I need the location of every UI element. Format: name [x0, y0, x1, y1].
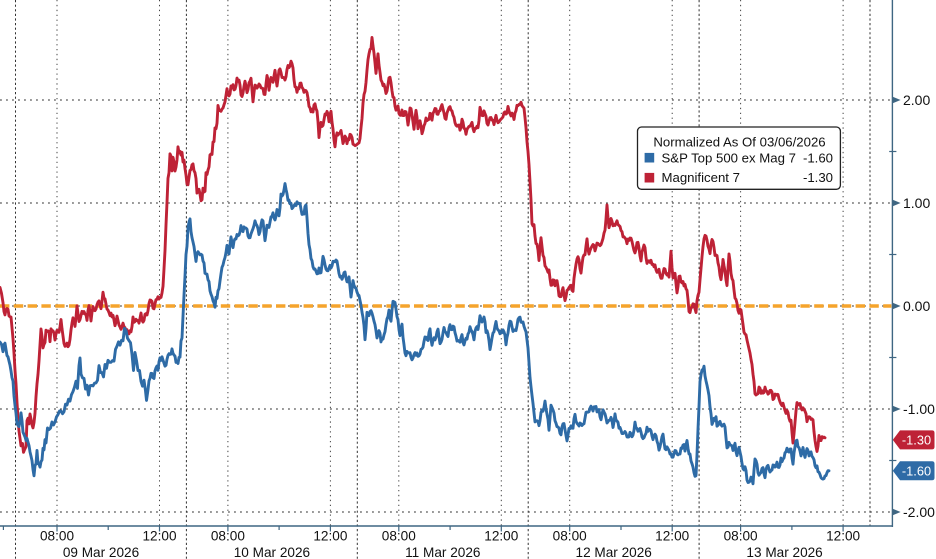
svg-text:-1.60: -1.60 [902, 463, 931, 478]
svg-text:S&P Top 500 ex Mag 7: S&P Top 500 ex Mag 7 [662, 150, 796, 165]
svg-text:-1.30: -1.30 [803, 170, 833, 185]
svg-text:10 Mar 2026: 10 Mar 2026 [234, 545, 310, 559]
svg-text:08:00: 08:00 [382, 529, 416, 544]
svg-text:-1.30: -1.30 [902, 433, 931, 448]
svg-text:11 Mar 2026: 11 Mar 2026 [405, 545, 480, 559]
svg-text:12:00: 12:00 [484, 529, 518, 544]
svg-text:12:00: 12:00 [142, 529, 176, 544]
svg-text:12:00: 12:00 [826, 529, 860, 544]
svg-text:13 Mar 2026: 13 Mar 2026 [746, 545, 822, 559]
svg-text:09 Mar 2026: 09 Mar 2026 [63, 545, 139, 559]
svg-text:08:00: 08:00 [724, 529, 758, 544]
svg-text:0.00: 0.00 [903, 298, 930, 314]
svg-text:12:00: 12:00 [313, 529, 347, 544]
svg-text:-2.00: -2.00 [903, 504, 935, 520]
svg-text:1.00: 1.00 [903, 195, 930, 211]
svg-text:2.00: 2.00 [903, 92, 930, 108]
svg-text:-1.00: -1.00 [903, 401, 935, 417]
svg-text:Magnificent 7: Magnificent 7 [662, 170, 740, 185]
svg-text:12:00: 12:00 [655, 529, 689, 544]
svg-text:-1.60: -1.60 [803, 150, 833, 165]
svg-text:08:00: 08:00 [553, 529, 587, 544]
svg-text:12 Mar 2026: 12 Mar 2026 [576, 545, 652, 559]
svg-text:Normalized As Of 03/06/2026: Normalized As Of 03/06/2026 [653, 134, 825, 149]
svg-text:08:00: 08:00 [40, 529, 74, 544]
svg-text:08:00: 08:00 [211, 529, 245, 544]
